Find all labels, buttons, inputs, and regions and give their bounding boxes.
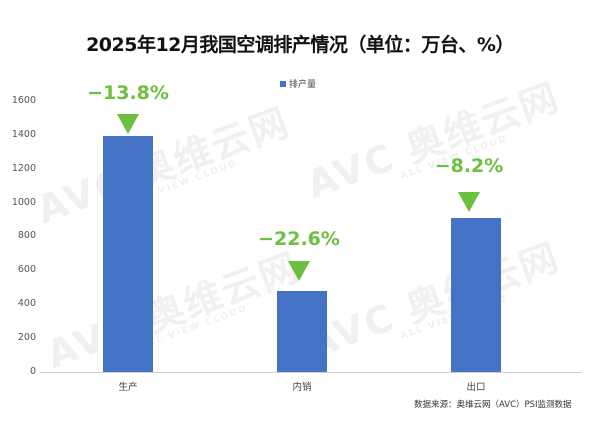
down-triangle-icon — [458, 192, 480, 212]
chart-title: 2025年12月我国空调排产情况（单位：万台、%） — [86, 34, 514, 56]
y-tick: 1600 — [11, 95, 36, 106]
x-label-export: 出口 — [466, 382, 486, 393]
bar-export[interactable] — [451, 218, 501, 372]
down-triangle-icon — [288, 261, 310, 281]
legend-label: 排产量 — [289, 80, 317, 90]
y-tick: 600 — [17, 264, 36, 275]
source-note: 数据来源：奥维云网（AVC）PSI监测数据 — [414, 400, 572, 410]
x-label-production: 生产 — [118, 382, 138, 393]
pct-label-domestic: −22.6% — [258, 228, 340, 250]
pct-label-production: −13.8% — [87, 82, 169, 104]
y-tick: 1200 — [11, 163, 36, 174]
y-tick: 1400 — [11, 129, 36, 140]
down-triangle-icon — [117, 114, 139, 134]
y-tick: 400 — [17, 298, 36, 309]
y-tick: 800 — [17, 230, 36, 241]
y-tick: 0 — [29, 366, 36, 377]
y-tick: 200 — [17, 332, 36, 343]
legend-swatch — [280, 80, 286, 87]
bar-production[interactable] — [103, 136, 153, 372]
y-tick: 1000 — [11, 197, 36, 208]
x-label-domestic: 内销 — [292, 382, 312, 393]
bar-domestic[interactable] — [277, 291, 327, 372]
x-axis-line — [40, 372, 582, 373]
legend: 排产量 — [280, 77, 316, 90]
pct-label-export: −8.2% — [434, 155, 504, 177]
